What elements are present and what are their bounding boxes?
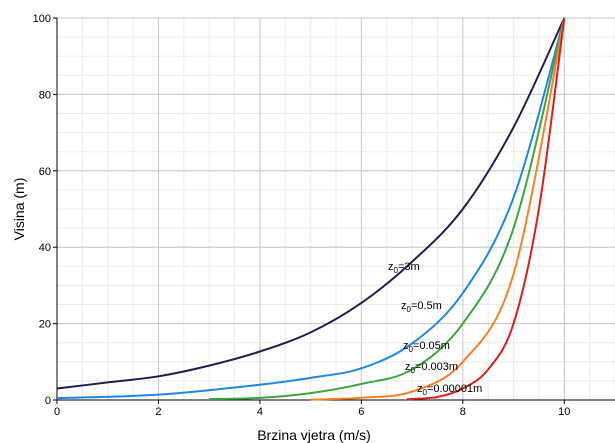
x-axis-title: Brzina vjetra (m/s) [257,427,371,443]
series-labels: z0=3m z0=0.5m z0=0.05m z0=0.003m z0=0.00001m [388,261,482,397]
series-label: z0=0.5m [401,300,442,314]
series-line-z0-1 [56,17,566,400]
series-line-z0-0 [56,17,566,390]
y-tick-label: 80 [39,89,51,101]
series-line-z0-3 [310,17,566,401]
series-line-z0-2 [209,17,566,401]
x-tick-label: 0 [54,406,60,418]
x-tick-label: 10 [558,406,570,418]
y-tick-label: 40 [39,242,51,254]
y-axis-title: Visina (m) [11,178,27,241]
x-tick-label: 2 [155,406,161,418]
series-layer [56,17,566,401]
x-tick-label: 4 [257,406,263,418]
grid [56,17,615,401]
y-tick-label: 20 [39,319,51,331]
y-tick-label: 100 [33,13,51,25]
series-label: z0=0.00001m [417,383,482,397]
series-label: z0=3m [388,261,420,275]
x-tick-label: 8 [460,406,466,418]
series-line-z0-4 [406,17,566,401]
y-tick-label: 0 [45,395,51,407]
x-tick-label: 6 [358,406,364,418]
y-tick-label: 60 [39,166,51,178]
series-label: z0=0.003m [405,361,458,375]
series-label: z0=0.05m [403,340,450,354]
